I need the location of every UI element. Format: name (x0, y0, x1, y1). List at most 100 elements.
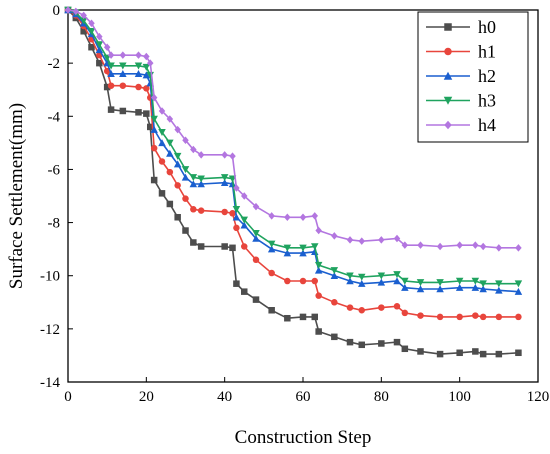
data-point (358, 237, 365, 245)
data-point (166, 115, 174, 123)
data-point (233, 224, 240, 232)
data-point (166, 200, 174, 208)
data-point (119, 70, 127, 78)
data-point (455, 283, 464, 291)
legend-box (417, 11, 529, 143)
data-point (240, 221, 248, 229)
data-point (107, 82, 115, 89)
data-point (96, 32, 103, 41)
data-point (221, 151, 228, 159)
data-point (495, 350, 503, 358)
data-point (150, 125, 158, 133)
data-point (150, 144, 158, 152)
data-point (358, 279, 366, 287)
data-point (158, 107, 166, 115)
data-point (284, 213, 291, 222)
data-point (284, 277, 291, 285)
data-point (346, 338, 354, 346)
data-point (378, 340, 385, 347)
data-point (436, 242, 444, 251)
data-point (436, 313, 444, 321)
y-tick-label: -8 (48, 216, 61, 232)
x-tick-label: 60 (296, 389, 311, 405)
data-point (173, 160, 182, 168)
data-point (135, 51, 142, 59)
data-point (80, 11, 87, 20)
data-point (80, 28, 87, 35)
data-point (88, 43, 95, 51)
legend-marker (443, 71, 453, 80)
legend-marker (444, 47, 452, 56)
data-point (346, 272, 354, 280)
data-point (174, 182, 181, 189)
data-point (197, 243, 205, 250)
data-point (229, 152, 236, 160)
data-point (174, 214, 181, 221)
data-point (79, 17, 88, 25)
legend: h0 h1 h2 h3 h4 (417, 11, 529, 143)
data-point (268, 307, 275, 314)
data-point (241, 288, 248, 295)
y-tick-label: -10 (40, 269, 60, 285)
data-point (495, 244, 503, 252)
x-tick-label: 20 (139, 389, 154, 405)
y-tick-label: -4 (48, 109, 61, 125)
data-point (331, 333, 338, 341)
x-tick-label: 40 (217, 389, 232, 405)
data-point (315, 292, 322, 299)
data-point (134, 62, 143, 70)
data-point (268, 212, 275, 220)
legend-label: h0 (478, 17, 496, 37)
data-point (393, 277, 401, 285)
data-point (346, 304, 354, 311)
series-h4 (64, 6, 522, 252)
data-point (515, 244, 522, 252)
data-point (331, 299, 338, 306)
data-point (197, 207, 205, 214)
data-point (150, 115, 158, 123)
axis-ticks: 0 20 40 60 80 100 120 0 -2 -4 -6 -8 -10 -12 -14 (40, 3, 549, 405)
data-point (471, 283, 480, 291)
data-point (220, 174, 229, 182)
data-point (134, 70, 143, 78)
data-point (233, 280, 240, 287)
data-point (456, 241, 463, 249)
data-point (197, 175, 205, 183)
data-point (267, 240, 276, 248)
data-point (330, 267, 339, 275)
data-point (515, 349, 522, 357)
data-point (233, 184, 240, 192)
data-point (417, 241, 424, 249)
data-point (311, 243, 319, 251)
data-point (158, 128, 166, 136)
data-point (393, 234, 401, 243)
data-point (221, 208, 228, 216)
data-point (472, 312, 479, 319)
data-point (181, 166, 190, 174)
data-point (346, 236, 354, 244)
data-point (495, 280, 503, 288)
data-point (95, 41, 104, 49)
data-point (252, 202, 260, 211)
data-point (479, 350, 487, 358)
data-point (173, 152, 182, 160)
data-point (417, 348, 424, 355)
data-point (87, 28, 96, 36)
data-point (436, 350, 444, 358)
data-point (472, 348, 479, 355)
data-point (311, 212, 318, 220)
data-point (455, 277, 464, 285)
data-point (197, 180, 205, 188)
data-point (515, 313, 522, 321)
data-point (119, 107, 127, 115)
data-point (358, 307, 365, 314)
data-point (377, 272, 386, 280)
data-point (147, 59, 154, 67)
data-point (252, 229, 260, 237)
y-tick-label: 0 (53, 3, 61, 19)
data-point (314, 261, 323, 269)
data-point (143, 110, 150, 117)
data-point (103, 43, 111, 51)
y-tick-label: -6 (48, 162, 61, 178)
